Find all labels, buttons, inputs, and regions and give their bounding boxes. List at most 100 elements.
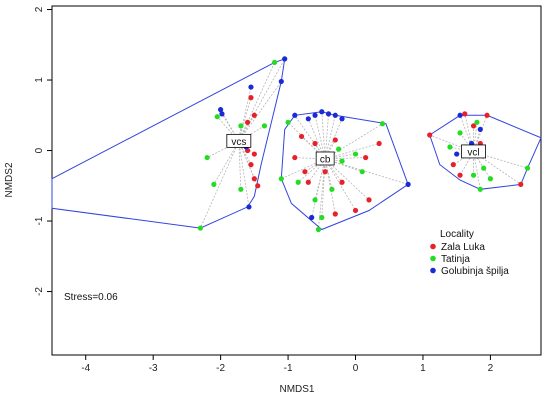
- data-point: [298, 133, 305, 140]
- centroid-label-vcl: vcl: [467, 147, 479, 158]
- centroid-label-cb: cb: [320, 154, 331, 165]
- legend-marker: [430, 243, 436, 250]
- data-point: [518, 181, 524, 187]
- data-point: [261, 123, 268, 129]
- data-point: [376, 140, 382, 147]
- data-point: [238, 123, 244, 129]
- centroid-box-vcs: [226, 133, 252, 148]
- spider-line: [325, 158, 409, 185]
- x-tick-label: -3: [149, 363, 158, 374]
- data-point: [292, 112, 298, 118]
- x-axis-title: NMDS1: [279, 384, 314, 395]
- spider-line: [473, 151, 521, 185]
- spider-line: [324, 113, 329, 160]
- legend-marker: [430, 267, 436, 274]
- centroid-box-vcl: [461, 144, 486, 159]
- data-point: [450, 162, 456, 168]
- spider-line: [473, 151, 528, 169]
- data-point: [305, 179, 311, 185]
- data-point: [457, 112, 463, 118]
- spider-line: [464, 113, 474, 153]
- hull-vcl: [429, 114, 542, 190]
- data-point: [379, 121, 386, 127]
- centroid-labels: vcs cb vcl: [226, 133, 486, 165]
- x-tick-label: 2: [488, 363, 494, 374]
- spider-line: [238, 86, 252, 142]
- data-point: [285, 119, 291, 125]
- data-point: [309, 214, 315, 221]
- data-point: [197, 225, 203, 231]
- y-tick-label: -2: [34, 287, 45, 296]
- y-tick-label: -1: [34, 216, 45, 225]
- data-point: [474, 119, 480, 125]
- x-tick-label: -4: [81, 363, 90, 374]
- data-point: [332, 112, 338, 118]
- data-point: [305, 116, 311, 122]
- data-point: [352, 207, 359, 214]
- data-point: [454, 151, 460, 157]
- x-tick-label: -2: [216, 363, 225, 374]
- data-point: [481, 165, 487, 171]
- y-tick-label: 2: [34, 6, 45, 12]
- data-point: [292, 154, 298, 161]
- data-point: [447, 144, 453, 150]
- legend-label: Golubinja špilja: [441, 266, 509, 277]
- data-point: [204, 154, 210, 161]
- data-point: [251, 112, 257, 118]
- spider-line: [297, 158, 326, 183]
- data-point: [278, 176, 284, 182]
- spider-line: [459, 115, 474, 153]
- spider-line: [321, 158, 326, 218]
- data-point: [219, 111, 225, 117]
- data-point: [405, 181, 411, 187]
- y-tick-label: 1: [34, 77, 45, 83]
- spider-line: [200, 141, 240, 229]
- y-axis-title: NMDS2: [4, 162, 15, 197]
- data-point: [339, 116, 345, 122]
- stress-annotation: Stress=0.06: [64, 292, 118, 303]
- data-point: [255, 183, 261, 189]
- spider-line: [325, 158, 363, 173]
- data-point: [339, 179, 345, 185]
- spider-line: [238, 58, 286, 142]
- data-point: [332, 137, 338, 143]
- spider-line: [314, 143, 326, 160]
- data-point: [470, 172, 477, 178]
- data-point: [462, 111, 468, 117]
- data-point: [319, 214, 325, 221]
- legend-title: Locality: [440, 229, 474, 240]
- y-tick-label: 0: [34, 147, 45, 153]
- data-point: [359, 169, 365, 175]
- spider-line: [206, 141, 240, 158]
- data-point: [251, 176, 257, 182]
- data-point: [214, 114, 220, 120]
- spider-line: [324, 158, 336, 215]
- spider-line: [325, 143, 380, 160]
- data-point: [325, 111, 332, 117]
- data-point: [282, 56, 288, 62]
- data-point: [295, 179, 301, 185]
- data-point: [336, 146, 342, 152]
- data-point: [339, 158, 345, 164]
- data-point: [246, 204, 252, 210]
- data-point: [245, 119, 251, 125]
- hull-cb: [280, 111, 409, 231]
- data-point: [427, 132, 433, 138]
- data-point: [322, 169, 328, 175]
- data-point: [211, 181, 217, 187]
- data-point: [524, 165, 531, 171]
- spider-line: [324, 123, 383, 160]
- x-axis: -4 -3 -2 -1 0 1 2: [81, 355, 494, 374]
- legend-label: Tatinja: [441, 254, 470, 265]
- convex-hulls: [51, 58, 542, 231]
- spider-line: [238, 81, 282, 142]
- data-point: [302, 169, 308, 175]
- data-point: [477, 126, 483, 132]
- data-point: [238, 186, 244, 192]
- data-point: [470, 123, 477, 129]
- data-point: [484, 112, 490, 118]
- x-tick-label: 1: [420, 363, 426, 374]
- data-point: [251, 151, 257, 157]
